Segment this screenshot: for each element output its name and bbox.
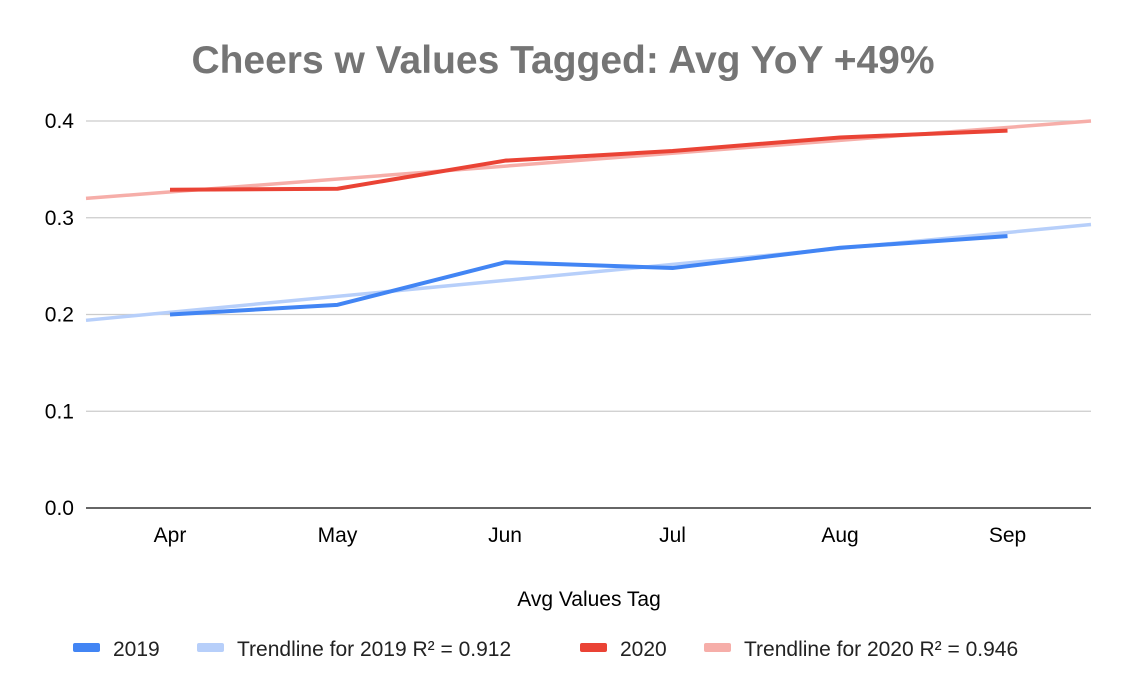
x-tick-label: Sep [989,524,1026,547]
legend-swatch [580,643,607,652]
x-tick-label: Apr [154,524,187,547]
chart-title: Cheers w Values Tagged: Avg YoY +49% [191,39,934,82]
series-line-2020 [169,128,1008,192]
x-axis-title: Avg Values Tag [517,588,661,611]
legend-swatch [73,643,100,652]
x-tick-label: Jun [488,524,522,547]
legend-item[interactable]: Trendline for 2019 R² = 0.912 [197,638,511,661]
x-tick-label: Jul [659,524,686,547]
legend-swatch [197,643,224,652]
legend-label: Trendline for 2019 R² = 0.912 [237,638,511,661]
x-axis-ticks: Apr May Jun Jul Aug Sep [154,524,1027,547]
y-tick-label: 0.2 [45,304,74,327]
legend-item[interactable]: 2019 [73,638,160,661]
legend-item[interactable]: 2020 [580,638,667,661]
x-tick-label: Aug [821,524,858,547]
y-tick-label: 0.1 [45,400,74,423]
gridlines [86,120,1091,509]
y-tick-label: 0.4 [45,110,75,133]
legend[interactable]: 2019 Trendline for 2019 R² = 0.912 2020 Tre… [73,638,1018,661]
legend-item[interactable]: Trendline for 2020 R² = 0.946 [704,638,1018,661]
y-tick-label: 0.0 [45,497,74,520]
series-line-2019 [169,234,1008,317]
legend-label: Trendline for 2020 R² = 0.946 [744,638,1018,661]
y-tick-label: 0.3 [45,207,74,230]
series-lines [85,119,1092,323]
legend-swatch [704,643,731,652]
legend-label: 2020 [620,638,667,661]
y-axis-ticks: 0.0 0.1 0.2 0.3 0.4 [45,110,75,520]
x-tick-label: May [318,524,358,547]
legend-label: 2019 [113,638,160,661]
